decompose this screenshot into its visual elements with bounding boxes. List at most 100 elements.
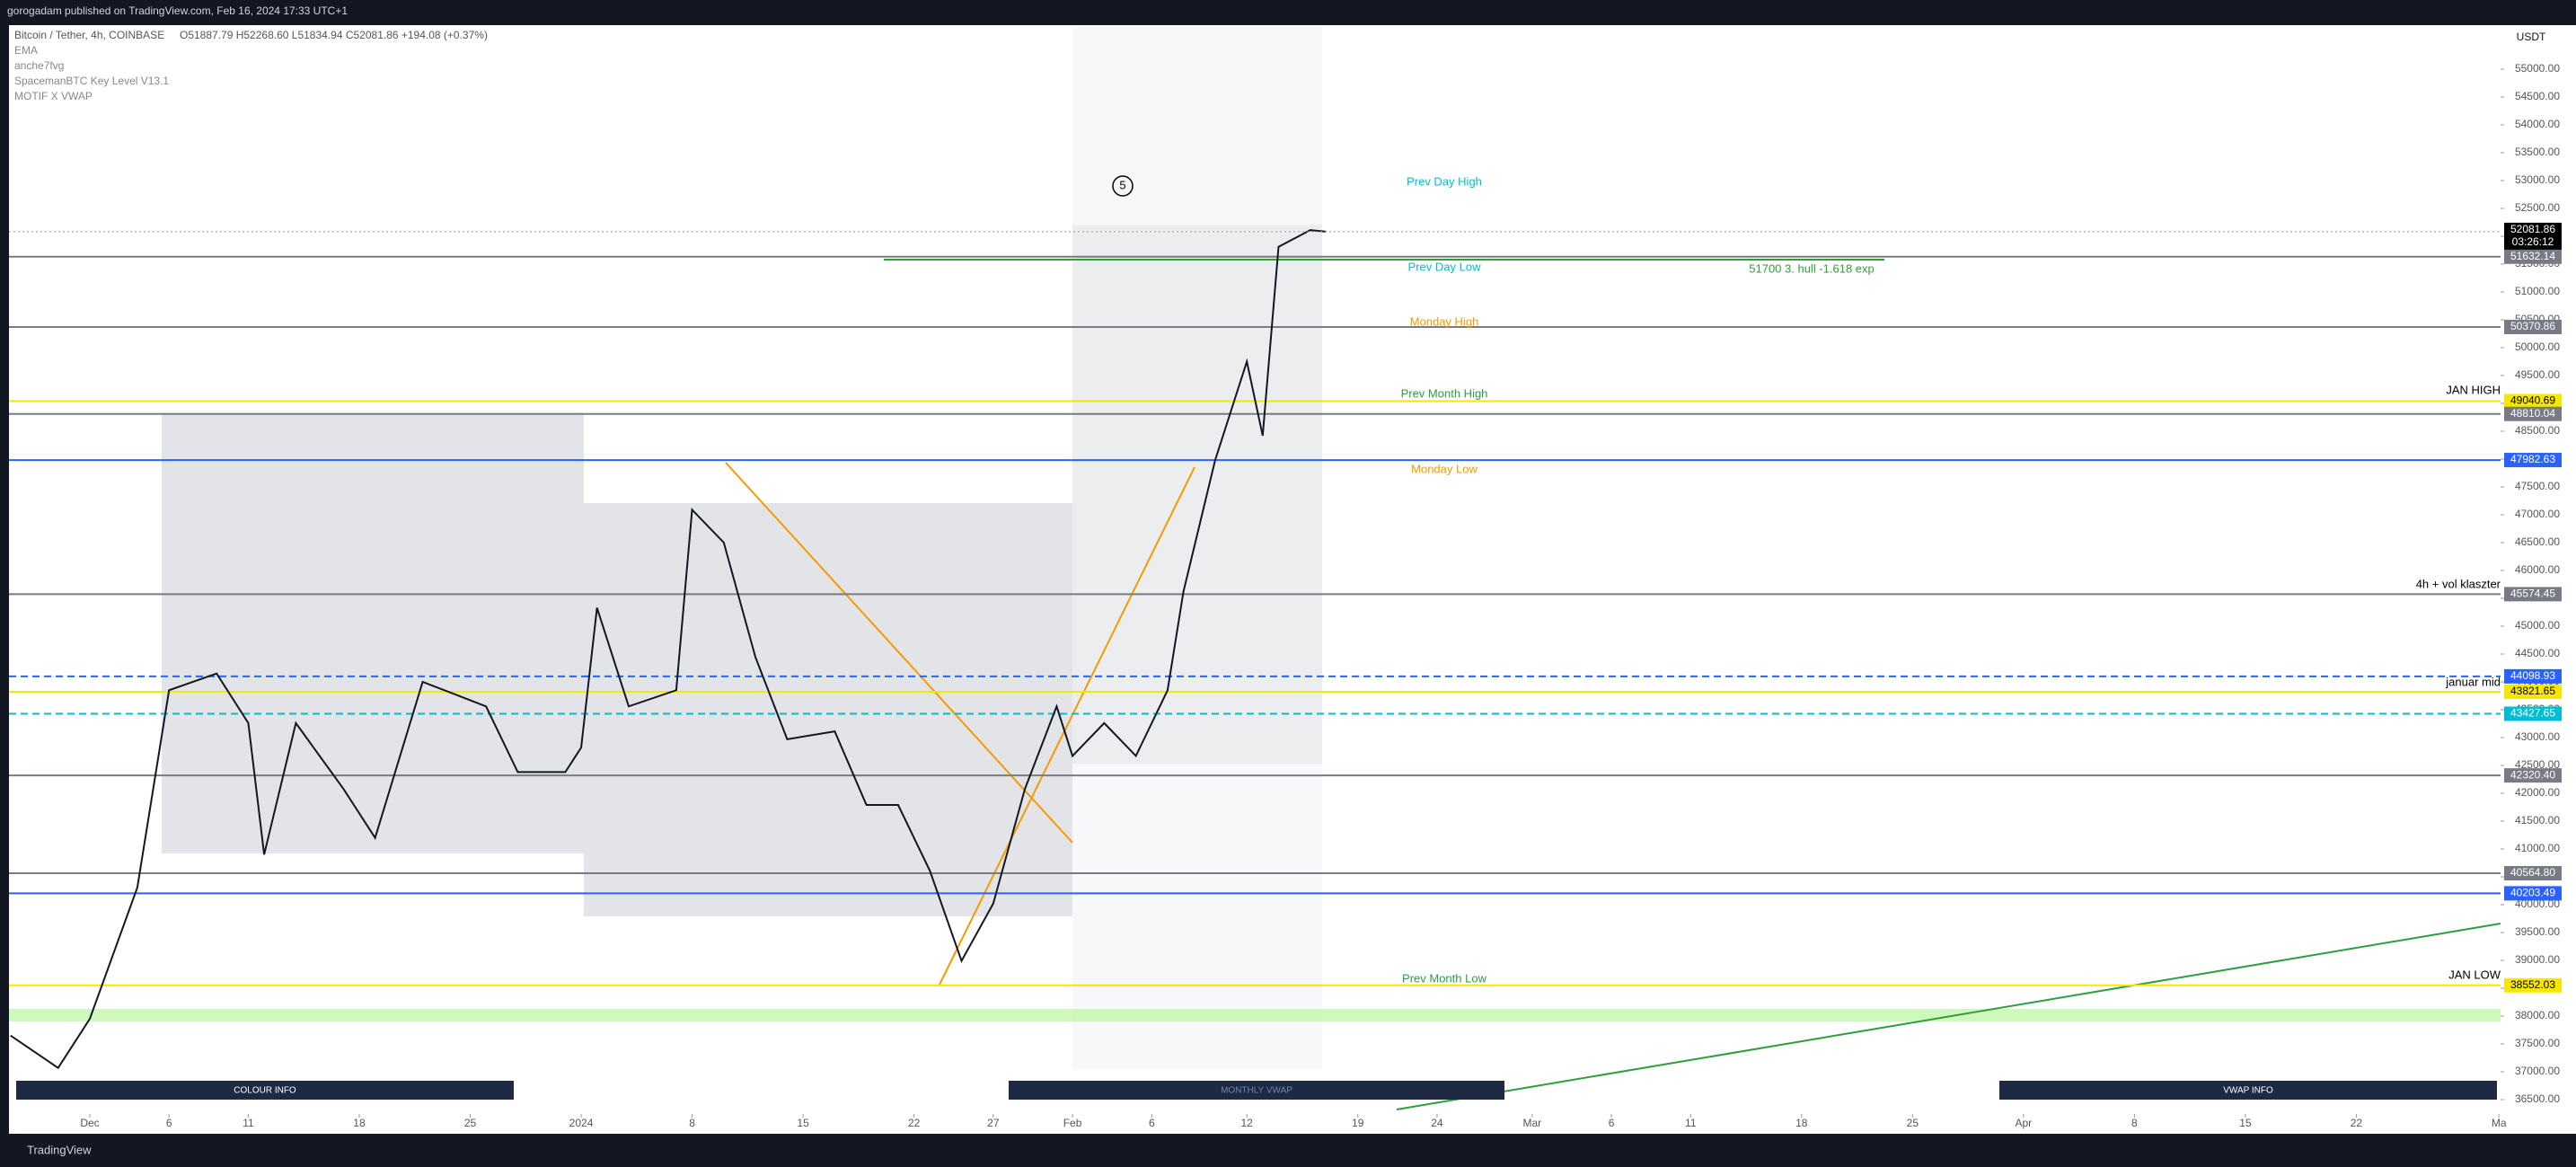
y-tick-label: 53500.00 <box>2515 146 2560 158</box>
x-tick-label: 18 <box>353 1117 366 1129</box>
y-tick-label: 52500.00 <box>2515 201 2560 214</box>
x-tick-label: 19 <box>1352 1117 1364 1129</box>
info-button[interactable] <box>1009 1081 1504 1100</box>
x-tick-label: Apr <box>2016 1117 2033 1129</box>
price-line <box>10 229 1327 1070</box>
y-tick-label: 53000.00 <box>2515 173 2560 186</box>
y-tick-label: 42000.00 <box>2515 786 2560 799</box>
level-tag <box>2504 587 2562 602</box>
x-tick-label: 12 <box>1240 1117 1253 1129</box>
annotation: 5 <box>1119 178 1125 191</box>
x-tick-label: 11 <box>243 1117 254 1129</box>
level-label: 51632.14 <box>2510 250 2555 262</box>
y-tick-label: 54500.00 <box>2515 90 2560 102</box>
annotation: Prev Month Low <box>1402 971 1487 985</box>
level-label: 48810.04 <box>2510 407 2555 420</box>
y-tick-label: 38000.00 <box>2515 1009 2560 1021</box>
level-label: 47982.63 <box>2510 453 2555 465</box>
level-tag <box>2504 319 2562 334</box>
publisher: gorogadam published on TradingView.com, … <box>7 4 348 17</box>
annotation: Prev Month High <box>1401 386 1488 400</box>
y-tick-label: 48500.00 <box>2515 424 2560 437</box>
y-tick-label: 49500.00 <box>2515 368 2560 381</box>
indicator-name: anche7fvg <box>14 59 64 72</box>
level-tag <box>2504 768 2562 783</box>
vwap-band <box>584 503 1072 916</box>
level-label: 40564.80 <box>2510 866 2555 879</box>
level-tag <box>2504 886 2562 901</box>
annotation: Monday Low <box>1411 462 1478 475</box>
x-tick-label: 22 <box>908 1117 921 1129</box>
info-button[interactable] <box>1999 1081 2497 1100</box>
indicator-name: SpacemanBTC Key Level V13.1 <box>14 75 169 87</box>
last-price-tag <box>2504 222 2562 250</box>
x-tick-label: Ma <box>2492 1117 2507 1129</box>
level-label: 44098.93 <box>2510 669 2555 682</box>
last-price-label: 52081.86 <box>2510 223 2555 235</box>
x-tick-label: 25 <box>1907 1117 1919 1129</box>
footer-brand: TradingView <box>27 1143 92 1156</box>
level-label: 43821.65 <box>2510 685 2555 697</box>
vwap-band <box>162 413 584 853</box>
level-tag <box>2504 393 2562 409</box>
y-tick-label: 47500.00 <box>2515 480 2560 492</box>
level-tag <box>2504 977 2562 993</box>
y-tick-label: 54000.00 <box>2515 118 2560 130</box>
x-tick-label: 25 <box>464 1117 477 1129</box>
level-label: 42320.40 <box>2510 768 2555 781</box>
x-tick-label: 8 <box>689 1117 695 1129</box>
x-tick-label: 11 <box>1685 1117 1697 1129</box>
info-button-label: COLOUR INFO <box>234 1086 296 1096</box>
y-tick-label: 39000.00 <box>2515 953 2560 966</box>
countdown: 03:26:12 <box>2512 235 2554 248</box>
annotation: JAN HIGH <box>2446 383 2501 396</box>
y-tick-label: 37000.00 <box>2515 1065 2560 1077</box>
annotation: Prev Day High <box>1407 174 1482 188</box>
vwap-band <box>1072 27 1322 1069</box>
wave-circle <box>1112 175 1134 197</box>
x-tick-label: 2024 <box>569 1117 594 1129</box>
x-tick-label: Mar <box>1522 1117 1541 1129</box>
y-tick-label: 50000.00 <box>2515 340 2560 353</box>
level-tag <box>2504 865 2562 880</box>
level-tag <box>2504 685 2562 700</box>
indicator-name: MOTIF X VWAP <box>14 90 93 102</box>
trend-line <box>725 462 1073 844</box>
legend-symbol: Bitcoin / Tether, 4h, COINBASE <box>14 29 164 41</box>
info-button-label: VWAP INFO <box>2223 1086 2273 1096</box>
y-tick-label: 43000.00 <box>2515 730 2560 743</box>
annotation: 4h + vol klaszter <box>2416 577 2501 590</box>
y-tick-label: 51000.00 <box>2515 285 2560 297</box>
y-tick-label: 42500.00 <box>2515 758 2560 771</box>
level-label: 40203.49 <box>2510 887 2555 899</box>
x-tick-label: 6 <box>1609 1117 1615 1129</box>
x-tick-label: Feb <box>1063 1117 1082 1129</box>
x-tick-label: 22 <box>2351 1117 2363 1129</box>
level-tag <box>2504 406 2562 421</box>
y-tick-label: 41000.00 <box>2515 842 2560 854</box>
x-tick-label: 8 <box>2131 1117 2138 1129</box>
annotation: JAN LOW <box>2448 968 2501 981</box>
level-tag <box>2504 668 2562 684</box>
level-tag <box>2504 249 2562 264</box>
trend-line <box>1396 923 2501 1110</box>
level-tag <box>2504 453 2562 468</box>
trend-line <box>938 466 1195 987</box>
info-button[interactable] <box>16 1081 514 1100</box>
level-label: 49040.69 <box>2510 394 2555 407</box>
x-tick-label: 18 <box>1795 1117 1808 1129</box>
x-tick-label: 27 <box>987 1117 1000 1129</box>
annotation: Monday High <box>1410 314 1479 328</box>
y-tick-label: 39500.00 <box>2515 925 2560 938</box>
legend-ohlc: O51887.79 H52268.60 L51834.94 C52081.86 … <box>180 29 488 41</box>
annotation: januar mid <box>2445 675 2501 688</box>
currency: USDT <box>2517 31 2546 43</box>
y-tick-label: 46000.00 <box>2515 563 2560 576</box>
x-tick-label: 15 <box>797 1117 809 1129</box>
y-tick-label: 36500.00 <box>2515 1092 2560 1105</box>
y-tick-label: 44500.00 <box>2515 647 2560 659</box>
y-tick-label: 46500.00 <box>2515 535 2560 548</box>
x-tick-label: 15 <box>2239 1117 2252 1129</box>
annotation: Prev Day Low <box>1408 260 1482 273</box>
